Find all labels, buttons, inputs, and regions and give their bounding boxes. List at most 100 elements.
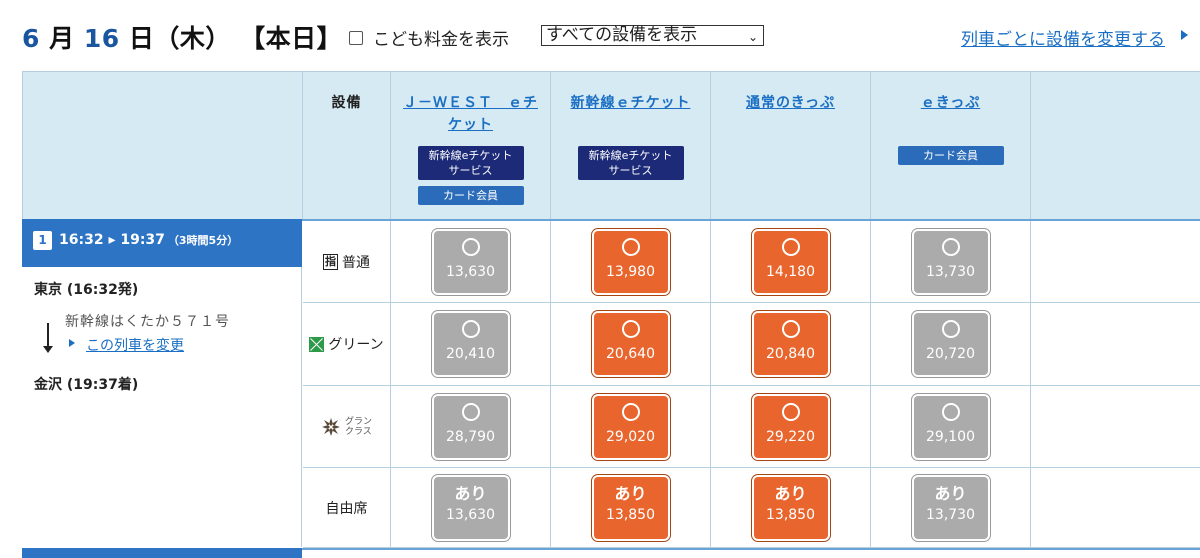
gran-line1: グラン (344, 416, 372, 427)
circle-icon (914, 237, 988, 260)
fare-cell: 13,730 (871, 221, 1031, 303)
date-weekday: （木） (154, 24, 231, 53)
header-empty-cell (1031, 71, 1200, 220)
fare-cell: 20,720 (871, 303, 1031, 386)
fare-price: 13,730 (926, 263, 975, 280)
class-reserved-label: 指 普通 (303, 221, 391, 303)
fare-price: 13,630 (446, 506, 495, 523)
empty-cell (1031, 468, 1200, 548)
arrival-station: 金沢 (19:37着) (34, 377, 139, 393)
equipment-select-value: すべての設備を表示 (546, 25, 698, 45)
fare-cell: 14,180 (711, 221, 871, 303)
availability-mark: あり (614, 483, 647, 503)
empty-cell (1031, 386, 1200, 468)
fare-cell: 29,100 (871, 386, 1031, 468)
fare-button[interactable]: 13,630 (433, 230, 508, 293)
product-header-eticket: 新幹線ｅチケット 新幹線eチケット サービス (551, 71, 711, 220)
child-fare-checkbox[interactable] (349, 30, 363, 45)
gran-class-icon (321, 417, 341, 437)
header-blank-cell (22, 71, 303, 220)
equipment-header: 設備 (331, 95, 362, 111)
date-month: 6 (22, 24, 40, 53)
product-link-regular[interactable]: 通常のきっぷ (745, 95, 836, 111)
class-label: グラン クラス (345, 417, 372, 437)
fare-price: 13,850 (766, 506, 815, 523)
fare-button[interactable]: あり 13,730 (913, 476, 988, 539)
fare-button[interactable]: 20,410 (433, 313, 508, 375)
fare-table: 設備 Ｊ－ＷＥＳＴ ｅチ ケット 新幹線eチケット サービス カード会員 新幹線… (22, 71, 1200, 558)
fare-cell: 20,640 (551, 303, 711, 386)
availability-mark: あり (934, 483, 967, 503)
product-title-line2: ケット (448, 117, 493, 133)
fare-button[interactable]: 20,720 (913, 313, 988, 375)
date-day: 16 (83, 24, 120, 53)
badge-line2: サービス (608, 164, 653, 177)
fare-button[interactable]: 29,020 (593, 395, 668, 458)
badge-eticket-service: 新幹線eチケット サービス (577, 146, 684, 180)
fare-cell: あり 13,850 (551, 468, 711, 548)
circle-icon (594, 237, 668, 260)
badge-line1: 新幹線eチケット (588, 149, 673, 162)
product-header-regular: 通常のきっぷ (711, 71, 871, 220)
change-train-link[interactable]: この列車を変更 (69, 335, 184, 355)
circle-icon (914, 320, 988, 342)
fare-button[interactable]: 20,840 (753, 313, 828, 375)
fare-price: 20,410 (446, 346, 495, 362)
arrow-down-icon (43, 323, 53, 353)
fare-price: 13,980 (606, 263, 655, 280)
fare-button[interactable]: 14,180 (753, 230, 828, 293)
availability-mark: あり (454, 483, 487, 503)
product-title-line1: Ｊ－ＷＥＳＴ ｅチ (403, 95, 538, 111)
fare-cell: あり 13,850 (711, 468, 871, 548)
badge-eticket-service: 新幹線eチケット サービス (417, 146, 524, 180)
train-time: 16:32 ▸ 19:37 （3時間5分） (59, 232, 238, 248)
child-fare-label: こども料金を表示 (373, 30, 509, 50)
fare-button[interactable]: 13,980 (593, 230, 668, 293)
gran-line2: クラス (344, 426, 372, 437)
product-link-eticket[interactable]: 新幹線ｅチケット (570, 95, 691, 111)
fare-cell: 20,840 (711, 303, 871, 386)
fare-price: 13,850 (606, 506, 655, 523)
fare-button[interactable]: 28,790 (433, 395, 508, 458)
circle-icon (754, 320, 828, 342)
fare-button[interactable]: あり 13,850 (593, 476, 668, 539)
change-per-train-link[interactable]: 列車ごとに設備を変更する (961, 30, 1165, 50)
fare-button[interactable]: 29,100 (913, 395, 988, 458)
equipment-select[interactable]: すべての設備を表示 ⌄ (541, 25, 764, 46)
circle-icon (434, 237, 508, 260)
badge-line2: サービス (448, 164, 493, 177)
fare-cell: あり 13,630 (391, 468, 551, 548)
fare-button[interactable]: 29,220 (753, 395, 828, 458)
badge-card-member: カード会員 (897, 146, 1004, 165)
class-label: グリーン (328, 337, 384, 353)
product-header-jwest: Ｊ－ＷＥＳＴ ｅチ ケット 新幹線eチケット サービス カード会員 (391, 71, 551, 220)
date-day-unit: 日 (128, 24, 155, 53)
triangle-right-icon (1181, 30, 1188, 40)
fare-cell: 29,020 (551, 386, 711, 468)
fare-button[interactable]: あり 13,630 (433, 476, 508, 539)
empty-cell (1031, 221, 1200, 303)
fare-cell: 29,220 (711, 386, 871, 468)
fare-price: 20,640 (606, 346, 655, 362)
circle-icon (754, 237, 828, 260)
change-train-link-label: この列車を変更 (86, 338, 184, 354)
date-heading: 6 月 16 日（木） 【本日】 (22, 19, 342, 55)
header-divider (302, 219, 1200, 221)
date-today-label: 【本日】 (240, 24, 343, 53)
fare-price: 14,180 (766, 263, 815, 280)
availability-mark: あり (774, 483, 807, 503)
product-link-ekippu[interactable]: ｅきっぷ (920, 95, 981, 111)
fare-button[interactable]: 13,730 (913, 230, 988, 293)
product-link-jwest[interactable]: Ｊ－ＷＥＳＴ ｅチ ケット (391, 92, 550, 136)
green-car-icon (309, 336, 325, 352)
train-number: 1 (33, 231, 52, 250)
child-fare-toggle[interactable]: こども料金を表示 (349, 25, 509, 50)
fare-button[interactable]: あり 13,850 (753, 476, 828, 539)
train-header: 1 16:32 ▸ 19:37 （3時間5分） (22, 219, 302, 267)
fare-button[interactable]: 20,640 (593, 313, 668, 375)
chevron-down-icon: ⌄ (747, 30, 758, 44)
badge-card-member: カード会員 (417, 186, 524, 205)
fare-price: 29,220 (766, 428, 815, 445)
header-equipment-cell: 設備 (303, 71, 391, 220)
fare-price: 13,630 (446, 263, 495, 280)
